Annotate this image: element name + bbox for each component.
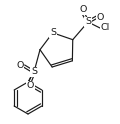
Text: Cl: Cl	[100, 24, 110, 32]
Text: O: O	[79, 5, 87, 14]
Text: S: S	[31, 67, 37, 77]
Text: S: S	[85, 17, 91, 27]
Text: O: O	[27, 81, 34, 91]
Text: O: O	[16, 62, 24, 71]
Text: O: O	[97, 14, 104, 22]
Text: S: S	[50, 28, 56, 37]
